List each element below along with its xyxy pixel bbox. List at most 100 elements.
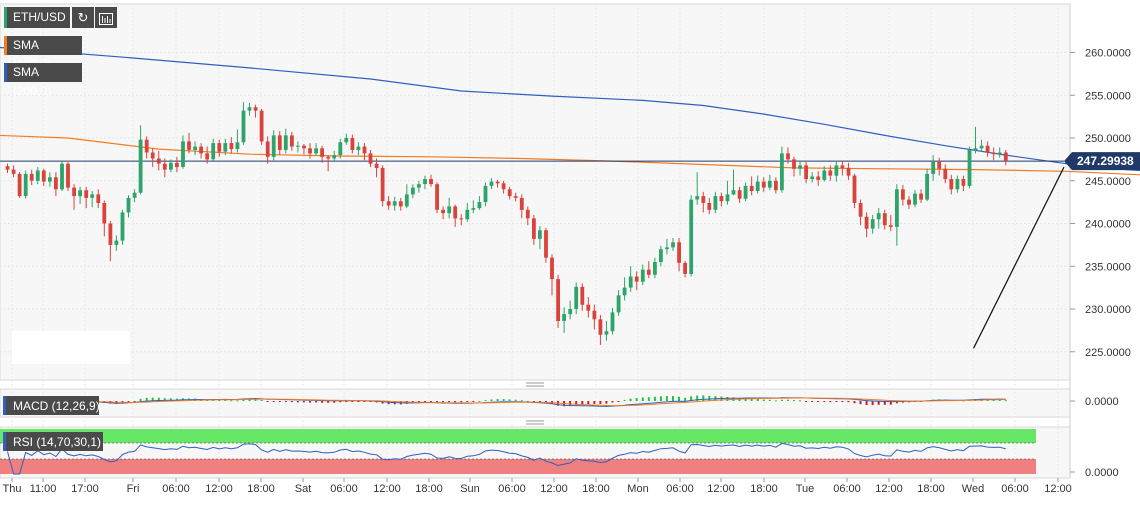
candle [913, 190, 917, 208]
candle [888, 214, 893, 232]
legend-sma100[interactable]: SMA (100,0) [4, 36, 82, 71]
x-tick-label: 17:00 [71, 483, 99, 495]
candle [217, 139, 222, 157]
macd-histogram-bar [345, 401, 348, 402]
pane-divider-handle[interactable] [526, 420, 544, 425]
candle [35, 167, 40, 185]
macd-histogram-bar [847, 401, 850, 403]
x-tick-label: 12:00 [205, 483, 233, 495]
x-tick-label: 18:00 [917, 483, 945, 495]
candle [749, 176, 754, 196]
candle [477, 196, 482, 210]
candle [429, 174, 433, 187]
macd-histogram-bar [254, 398, 257, 401]
refresh-button[interactable]: ↻ [72, 7, 94, 28]
x-tick-label: Thu [3, 483, 22, 495]
macd-histogram-bar [599, 401, 602, 404]
macd-histogram-bar [127, 401, 130, 402]
candle [259, 108, 264, 145]
candle [919, 189, 923, 203]
candle [23, 170, 28, 199]
candle [755, 175, 760, 194]
candle [616, 290, 621, 316]
x-tick-label: 06:00 [666, 483, 694, 495]
candle [211, 138, 216, 162]
macd-histogram-bar [768, 399, 771, 401]
candle [290, 132, 294, 151]
macd-histogram-bar [865, 401, 868, 405]
symbol-label: ETH/USD [13, 10, 66, 24]
candle [326, 155, 331, 172]
candle [870, 214, 875, 234]
y-tick-label: 250.0000 [1085, 133, 1131, 145]
macd-histogram-bar [641, 397, 644, 401]
macd-histogram-bar [756, 399, 759, 401]
candle [5, 163, 10, 174]
macd-histogram-bar [309, 401, 311, 403]
macd-histogram-bar [357, 401, 360, 402]
candle [453, 204, 458, 227]
macd-histogram-bar [248, 399, 251, 401]
macd-histogram-bar [339, 401, 342, 403]
candle [580, 283, 585, 311]
macd-histogram-bar [321, 401, 324, 403]
symbol-tag[interactable]: ETH/USD [4, 7, 70, 28]
macd-histogram-bar [490, 399, 493, 401]
macd-histogram-bar [623, 399, 626, 401]
macd-histogram-bar [895, 401, 898, 404]
y-tick-label: 260.0000 [1085, 48, 1131, 60]
sma200-swatch [4, 63, 7, 82]
x-tick-label: 12:00 [373, 483, 401, 495]
macd-histogram-bar [817, 401, 820, 402]
candle [695, 172, 700, 205]
candle [283, 128, 288, 154]
candle [895, 184, 899, 246]
macd-histogram-bar [266, 401, 269, 402]
candle [568, 300, 573, 320]
candle [392, 196, 397, 211]
macd-histogram-bar [786, 399, 789, 401]
macd-histogram-bar [218, 400, 221, 401]
last-price-marker: 247.29938 [1064, 152, 1140, 171]
x-tick-label: Wed [962, 483, 984, 495]
candle [175, 156, 179, 173]
y-tick-label: 235.0000 [1085, 261, 1131, 273]
macd-histogram-bar [423, 401, 426, 402]
candle [489, 178, 494, 190]
candle [513, 192, 518, 202]
candle [743, 182, 748, 202]
macd-histogram-bar [762, 399, 765, 401]
macd-histogram-bar [272, 401, 275, 402]
x-tick-label: 12:00 [540, 483, 568, 495]
candle [132, 189, 137, 203]
macd-histogram-bar [472, 401, 475, 402]
candle [816, 171, 821, 186]
candle [144, 136, 149, 159]
candle [411, 184, 415, 198]
candle [350, 134, 355, 154]
candle [380, 165, 385, 207]
support-trendline [973, 166, 1065, 349]
macd-histogram-bar [835, 401, 838, 402]
candle [114, 235, 119, 251]
macd-histogram-bar [647, 397, 650, 401]
candle [368, 149, 373, 168]
y-tick-label: 230.0000 [1085, 304, 1131, 316]
macd-histogram-bar [744, 398, 747, 401]
x-tick-label: Sun [460, 483, 480, 495]
candle [985, 141, 990, 157]
candle [701, 191, 706, 213]
indicators-button[interactable] [95, 7, 117, 28]
macd-histogram-bar [635, 398, 638, 401]
candle [241, 102, 246, 145]
pane-divider-handle[interactable] [526, 382, 544, 387]
y-tick-label: 225.0000 [1085, 347, 1131, 359]
x-tick-label: 18:00 [415, 483, 443, 495]
legend-sma200[interactable]: SMA (200,0) [4, 63, 82, 98]
candle [949, 174, 954, 195]
macd-histogram-bar [690, 396, 693, 401]
macd-histogram-bar [581, 401, 584, 405]
candle [314, 143, 318, 156]
candle [356, 142, 361, 156]
